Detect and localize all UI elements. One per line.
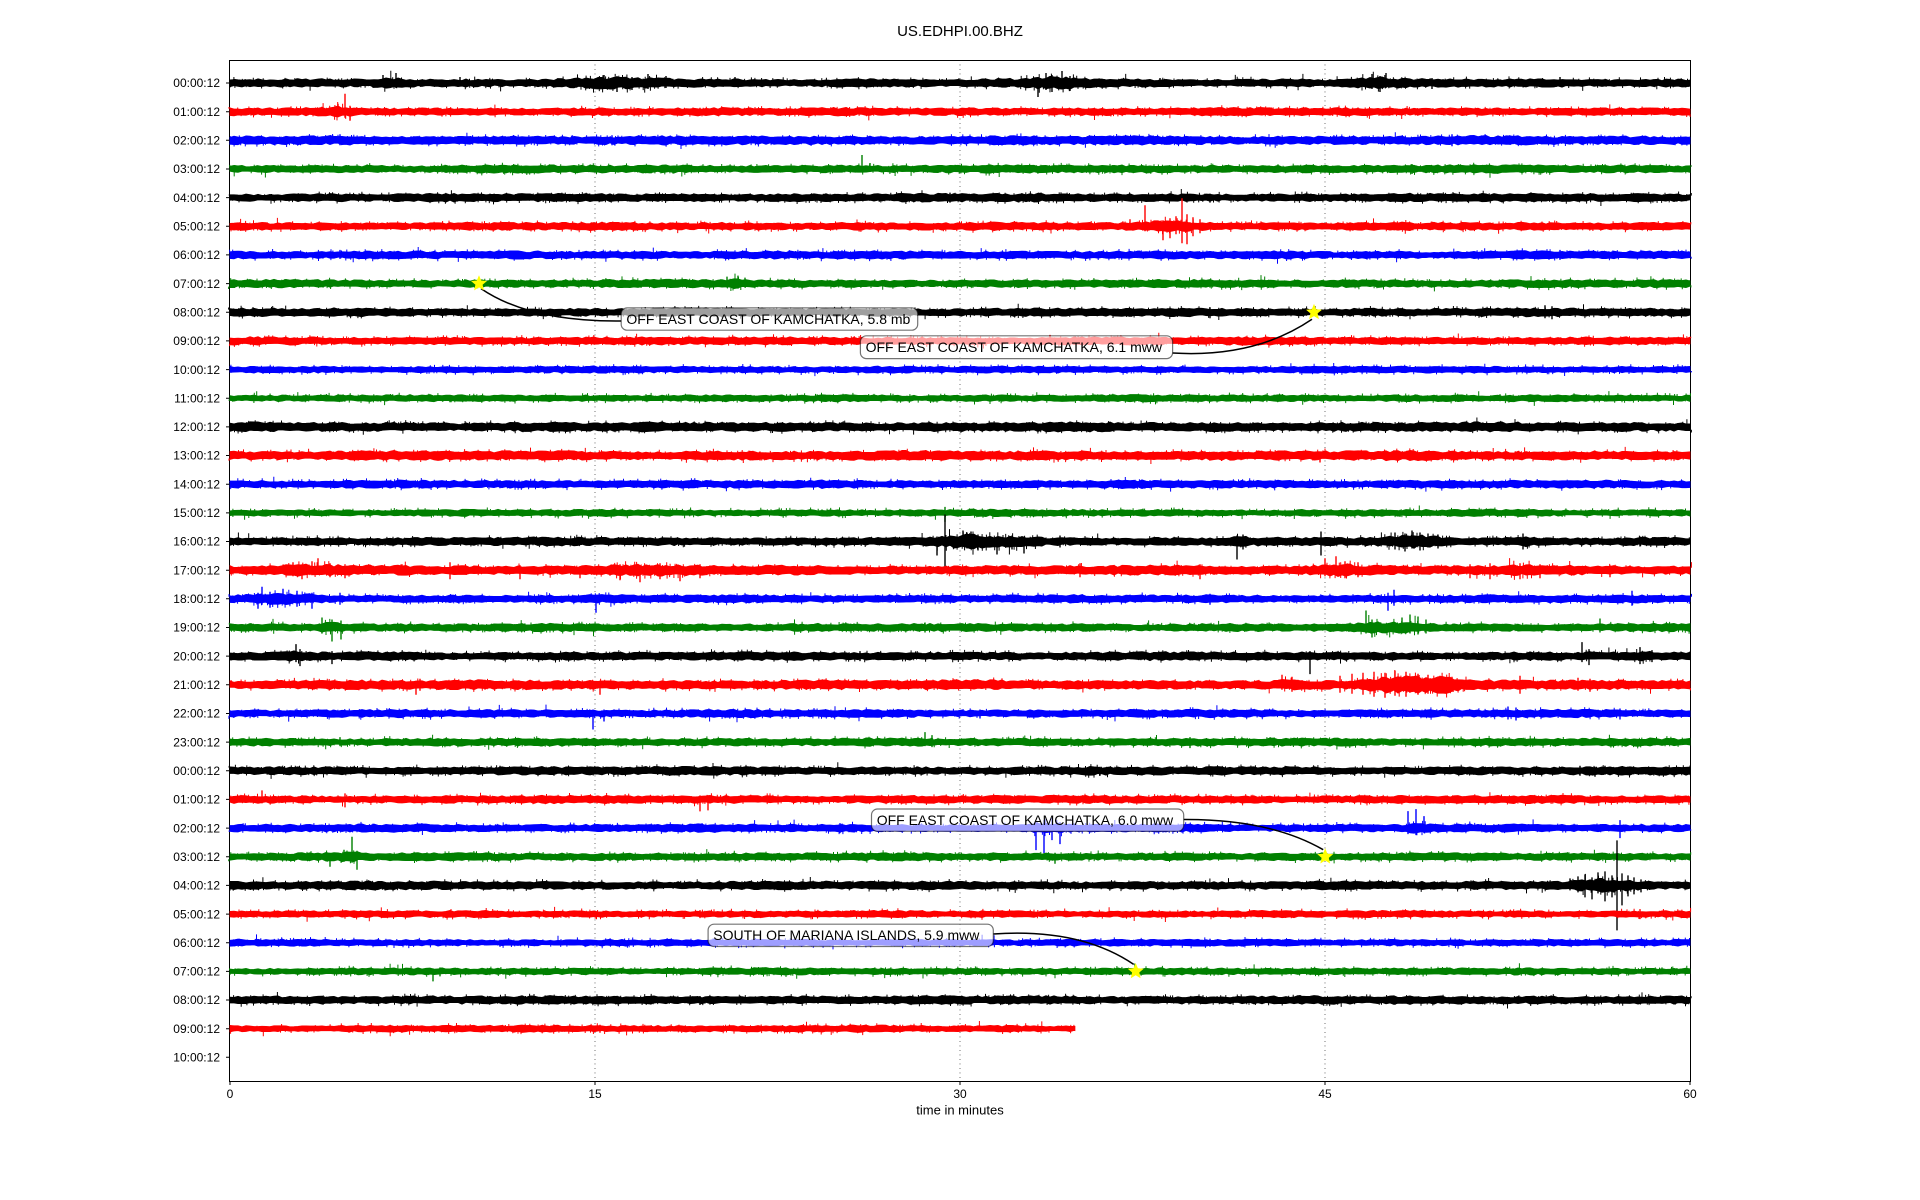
svg-text:OFF EAST COAST OF KAMCHATKA, 5: OFF EAST COAST OF KAMCHATKA, 5.8 mb <box>626 311 910 327</box>
svg-text:01:00:12: 01:00:12 <box>173 105 220 119</box>
svg-text:15:00:12: 15:00:12 <box>173 506 220 520</box>
svg-text:11:00:12: 11:00:12 <box>174 391 220 405</box>
svg-text:45: 45 <box>1318 1087 1332 1101</box>
svg-text:US.EDHPI.00.BHZ: US.EDHPI.00.BHZ <box>897 23 1023 40</box>
svg-text:23:00:12: 23:00:12 <box>173 735 220 749</box>
svg-text:21:00:12: 21:00:12 <box>173 678 220 692</box>
svg-text:07:00:12: 07:00:12 <box>173 965 220 979</box>
svg-text:05:00:12: 05:00:12 <box>173 220 220 234</box>
svg-text:00:00:12: 00:00:12 <box>173 764 220 778</box>
svg-text:SOUTH OF MARIANA ISLANDS, 5.9: SOUTH OF MARIANA ISLANDS, 5.9 mww <box>713 927 980 943</box>
svg-text:01:00:12: 01:00:12 <box>173 793 220 807</box>
svg-text:19:00:12: 19:00:12 <box>173 621 220 635</box>
svg-text:07:00:12: 07:00:12 <box>173 277 220 291</box>
svg-text:06:00:12: 06:00:12 <box>173 248 220 262</box>
svg-text:15: 15 <box>588 1087 602 1101</box>
svg-text:02:00:12: 02:00:12 <box>173 821 220 835</box>
svg-text:08:00:12: 08:00:12 <box>173 306 220 320</box>
svg-text:12:00:12: 12:00:12 <box>173 420 220 434</box>
svg-text:03:00:12: 03:00:12 <box>173 162 220 176</box>
svg-text:time in minutes: time in minutes <box>916 1103 1004 1118</box>
svg-text:08:00:12: 08:00:12 <box>173 993 220 1007</box>
svg-text:05:00:12: 05:00:12 <box>173 907 220 921</box>
svg-text:OFF EAST COAST OF KAMCHATKA, 6: OFF EAST COAST OF KAMCHATKA, 6.0 mww <box>877 812 1174 828</box>
svg-text:17:00:12: 17:00:12 <box>173 563 220 577</box>
svg-text:03:00:12: 03:00:12 <box>173 850 220 864</box>
svg-text:10:00:12: 10:00:12 <box>173 363 220 377</box>
svg-text:14:00:12: 14:00:12 <box>173 477 220 491</box>
svg-text:00:00:12: 00:00:12 <box>173 76 220 90</box>
svg-text:16:00:12: 16:00:12 <box>173 535 220 549</box>
svg-text:0: 0 <box>227 1087 234 1101</box>
svg-text:18:00:12: 18:00:12 <box>173 592 220 606</box>
svg-text:22:00:12: 22:00:12 <box>173 707 220 721</box>
svg-text:02:00:12: 02:00:12 <box>173 134 220 148</box>
svg-text:OFF EAST COAST OF KAMCHATKA, 6: OFF EAST COAST OF KAMCHATKA, 6.1 mww <box>866 339 1163 355</box>
svg-text:20:00:12: 20:00:12 <box>173 649 220 663</box>
svg-text:09:00:12: 09:00:12 <box>173 334 220 348</box>
svg-text:60: 60 <box>1683 1087 1697 1101</box>
svg-text:13:00:12: 13:00:12 <box>173 449 220 463</box>
svg-text:10:00:12: 10:00:12 <box>173 1051 220 1065</box>
svg-text:09:00:12: 09:00:12 <box>173 1022 220 1036</box>
svg-text:06:00:12: 06:00:12 <box>173 936 220 950</box>
svg-text:04:00:12: 04:00:12 <box>173 879 220 893</box>
svg-text:04:00:12: 04:00:12 <box>173 191 220 205</box>
svg-text:30: 30 <box>953 1087 967 1101</box>
